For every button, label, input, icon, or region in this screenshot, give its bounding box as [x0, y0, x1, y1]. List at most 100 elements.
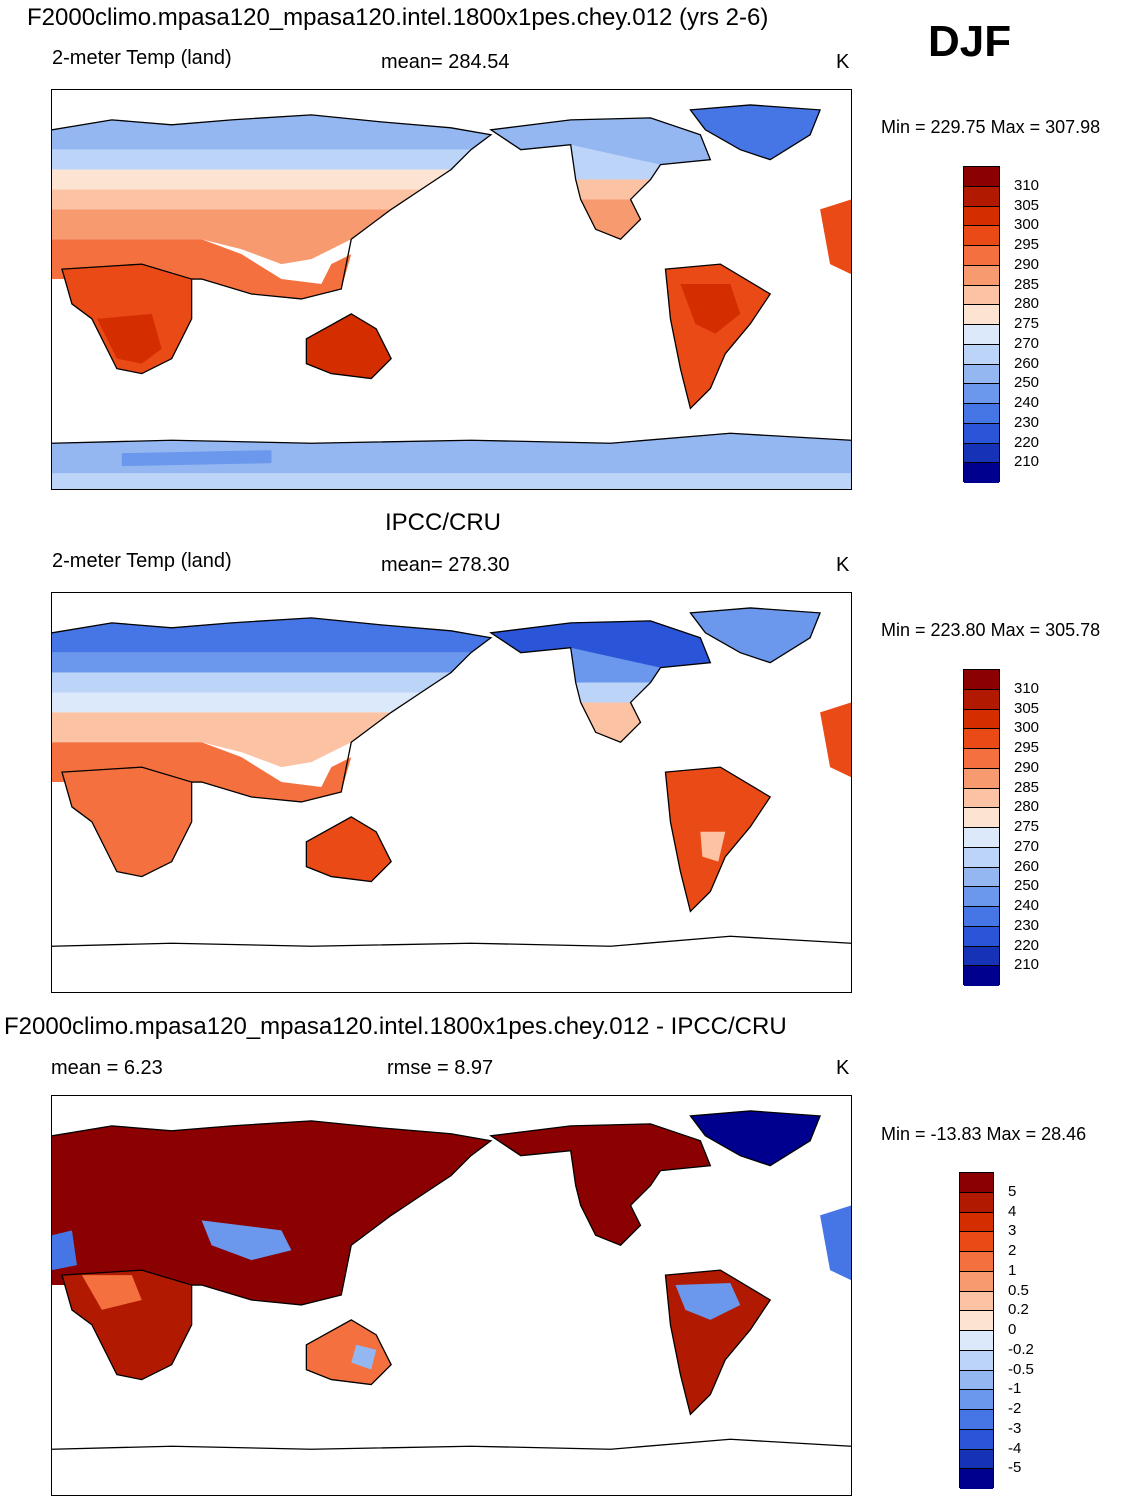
colorbar-swatch	[964, 344, 999, 365]
colorbar-tick-label: 275	[1014, 818, 1040, 835]
colorbar-swatch	[960, 1370, 993, 1391]
colorbar-tick-label: 295	[1014, 739, 1040, 756]
colorbar-swatch	[964, 907, 999, 927]
colorbar-swatch	[960, 1173, 993, 1193]
colorbar-swatch	[964, 709, 999, 730]
colorbar-tick-label: 285	[1014, 275, 1040, 293]
colorbar-tick-label: 210	[1014, 453, 1040, 471]
colorbar-tick-label: 210	[1014, 956, 1040, 974]
panel2-eurasia	[52, 617, 491, 802]
colorbar-swatch	[964, 443, 999, 464]
colorbar-swatch	[964, 265, 999, 286]
colorbar-tick-label: -4	[1008, 1439, 1022, 1457]
colorbar-tick-label: 290	[1014, 758, 1040, 776]
colorbar-swatch	[964, 246, 999, 266]
colorbar-tick-label: 280	[1014, 295, 1040, 313]
colorbar-tick-label: 1	[1008, 1261, 1017, 1279]
colorbar-tick-label: -0.2	[1008, 1340, 1034, 1358]
panel1-map	[51, 89, 852, 490]
colorbar-swatch	[960, 1192, 993, 1213]
colorbar-tick-label: 300	[1014, 216, 1040, 234]
panel1-antarctica	[52, 433, 851, 489]
panel2-map	[51, 592, 852, 993]
colorbar-swatch	[964, 285, 999, 306]
panel1-map-svg	[52, 104, 851, 489]
colorbar-swatch	[964, 768, 999, 789]
panel1-minmax: Min = 229.75 Max = 307.98	[881, 117, 1101, 137]
colorbar-tick-label: 275	[1014, 315, 1040, 332]
colorbar-swatch	[964, 325, 999, 345]
colorbar-swatch	[960, 1469, 993, 1489]
colorbar-swatch	[960, 1252, 993, 1272]
colorbar-tick-label: 220	[1014, 433, 1040, 451]
colorbar-swatch	[964, 828, 999, 848]
panel1-coastlines	[52, 104, 851, 444]
panel2-colorbar	[963, 669, 1000, 986]
colorbar-swatch	[964, 926, 999, 947]
panel2-north-america	[490, 620, 711, 743]
colorbar-swatch	[964, 847, 999, 868]
colorbar-tick-label: 295	[1014, 236, 1040, 253]
panel1-greenland	[690, 104, 821, 160]
colorbar-swatch	[964, 206, 999, 227]
colorbar-tick-label: 2	[1008, 1242, 1017, 1259]
panel3-north-america	[490, 1123, 711, 1246]
panel1-title: F2000climo.mpasa120_mpasa120.intel.1800x…	[27, 4, 769, 31]
panel2-variable-label: 2-meter Temp (land)	[52, 550, 232, 572]
panel3-mean-label: mean = 6.23	[51, 1057, 163, 1079]
colorbar-swatch	[964, 364, 999, 385]
panel2-units-label: K	[836, 554, 850, 576]
colorbar-tick-label: -2	[1008, 1400, 1022, 1417]
panel3-rmse-label: rmse = 8.97	[387, 1057, 494, 1079]
colorbar-swatch	[964, 946, 999, 967]
panel3-africa	[61, 1270, 192, 1380]
colorbar-swatch	[964, 226, 999, 246]
colorbar-tick-label: -3	[1008, 1419, 1022, 1437]
panel1-mean-label: mean= 284.54	[381, 51, 510, 73]
colorbar-tick-label: -5	[1008, 1459, 1022, 1477]
season-label: DJF	[928, 17, 1012, 66]
panel2-coastlines	[52, 607, 851, 947]
panel3-eurasia	[52, 1120, 491, 1305]
panel3-map	[51, 1095, 852, 1496]
panel1-north-america	[490, 117, 711, 240]
colorbar-tick-label: 0	[1008, 1321, 1017, 1338]
colorbar-swatch	[964, 305, 999, 325]
colorbar-swatch	[964, 463, 999, 483]
panel2-greenland	[690, 607, 821, 663]
panel3-units-label: K	[836, 1057, 850, 1079]
panel3-minmax: Min = -13.83 Max = 28.46	[881, 1124, 1087, 1144]
colorbar-tick-label: 285	[1014, 778, 1040, 796]
colorbar-tick-label: 3	[1008, 1222, 1017, 1240]
colorbar-swatch	[964, 404, 999, 424]
colorbar-swatch	[964, 729, 999, 749]
panel2-map-svg	[52, 607, 851, 947]
colorbar-tick-label: 310	[1014, 679, 1040, 697]
colorbar-swatch	[964, 808, 999, 828]
colorbar-swatch	[964, 867, 999, 888]
panel2-minmax: Min = 223.80 Max = 305.78	[881, 620, 1101, 640]
panel2-africa	[61, 767, 192, 877]
colorbar-swatch	[960, 1311, 993, 1331]
colorbar-tick-label: 260	[1014, 354, 1040, 372]
colorbar-swatch	[964, 689, 999, 710]
colorbar-swatch	[960, 1291, 993, 1312]
colorbar-tick-label: 240	[1014, 394, 1040, 411]
colorbar-tick-label: 220	[1014, 936, 1040, 954]
colorbar-tick-label: 280	[1014, 798, 1040, 816]
colorbar-tick-label: 250	[1014, 374, 1040, 392]
panel3-title: F2000climo.mpasa120_mpasa120.intel.1800x…	[4, 1013, 787, 1040]
panel3-colorbar	[959, 1172, 994, 1489]
colorbar-swatch	[960, 1271, 993, 1292]
panel3-map-svg	[52, 1110, 851, 1450]
colorbar-tick-label: 305	[1014, 196, 1040, 214]
colorbar-swatch	[964, 670, 999, 690]
colorbar-swatch	[960, 1429, 993, 1450]
colorbar-tick-label: 250	[1014, 877, 1040, 895]
colorbar-swatch	[964, 966, 999, 986]
colorbar-tick-label: 0.5	[1008, 1281, 1029, 1299]
colorbar-swatch	[960, 1212, 993, 1233]
panel1-colorbar	[963, 166, 1000, 483]
colorbar-swatch	[964, 788, 999, 809]
panel1-australia	[306, 313, 392, 379]
